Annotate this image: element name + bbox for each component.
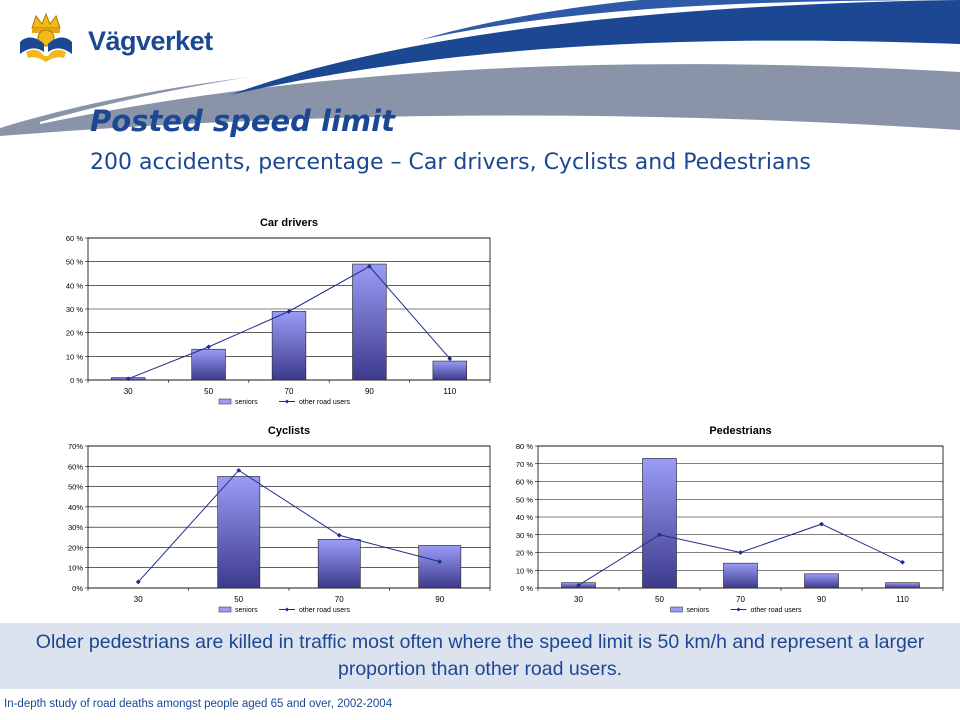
point-other-road-users: [738, 550, 743, 555]
legend-marker-other: [285, 607, 289, 612]
x-tick-label: 30: [574, 595, 583, 604]
point-other-road-users: [125, 376, 131, 382]
legend-label-seniors: seniors: [235, 607, 258, 614]
point-other-road-users: [236, 467, 242, 473]
y-tick-label: 60%: [68, 462, 83, 471]
y-tick-label: 60 %: [66, 234, 83, 243]
point-other-road-users: [206, 344, 211, 350]
x-tick-label: 30: [134, 595, 143, 604]
x-tick-label: 90: [365, 387, 374, 396]
legend-label-other: other road users: [299, 607, 350, 614]
y-tick-label: 0 %: [520, 584, 533, 593]
y-tick-label: 40 %: [66, 281, 83, 290]
bar-seniors: [885, 582, 920, 589]
y-tick-label: 20 %: [516, 549, 533, 558]
point-other-road-users: [437, 559, 443, 565]
bar-seniors: [432, 360, 467, 381]
banner-swoosh-blue: [230, 0, 960, 95]
y-tick-label: 20%: [68, 543, 83, 552]
x-tick-label: 50: [234, 595, 243, 604]
point-other-road-users: [336, 532, 342, 538]
point-other-road-users: [367, 264, 372, 269]
y-tick-label: 0%: [72, 584, 83, 593]
y-tick-label: 70%: [68, 442, 83, 451]
x-tick-label: 70: [285, 387, 294, 396]
page-subtitle: 200 accidents, percentage – Car drivers,…: [90, 150, 811, 175]
legend-label-seniors: seniors: [235, 399, 258, 406]
y-tick-label: 30 %: [516, 531, 533, 540]
x-tick-label: 90: [435, 595, 444, 604]
y-tick-label: 20 %: [66, 329, 83, 338]
x-tick-label: 110: [896, 595, 909, 604]
legend-label-seniors: seniors: [687, 607, 710, 614]
bar-seniors: [217, 476, 261, 589]
callout-box: Older pedestrians are killed in traffic …: [0, 623, 960, 689]
y-tick-label: 40%: [68, 503, 83, 512]
legend-marker-other: [736, 607, 741, 612]
bar-seniors: [642, 458, 677, 589]
bar-seniors: [317, 539, 361, 589]
car-drivers-chart: Car drivers 0 % 10 % 20 % 30 % 40 % 50 % 60 % 30…: [66, 217, 491, 406]
legend-label-other: other road users: [751, 607, 802, 614]
legend-label-other: other road users: [299, 399, 350, 406]
point-other-road-users: [135, 579, 141, 585]
x-tick-label: 90: [817, 595, 826, 604]
x-tick-label: 70: [335, 595, 344, 604]
callout-text: Older pedestrians are killed in traffic …: [35, 631, 925, 680]
y-tick-label: 80 %: [516, 442, 533, 451]
y-tick-label: 50%: [68, 483, 83, 492]
banner-swoosh-white: [40, 41, 960, 124]
legend-marker-other: [285, 399, 289, 404]
banner-swoosh-blue-top: [420, 0, 960, 40]
chart-title: Car drivers: [260, 217, 318, 229]
y-tick-label: 30 %: [66, 305, 83, 314]
y-tick-label: 50 %: [66, 258, 83, 267]
banner-swoosh-gray: [0, 56, 960, 136]
y-tick-label: 10 %: [516, 566, 533, 575]
bar-seniors: [723, 562, 758, 589]
footer-source: In-depth study of road deaths amongst pe…: [4, 698, 393, 710]
y-tick-label: 10 %: [66, 352, 83, 361]
bar-seniors: [352, 263, 387, 381]
pedestrians-chart: Pedestrians 0 % 10 % 20 % 30 % 40 % 50 % 60 % 70…: [516, 425, 944, 614]
legend-swatch-seniors: [670, 606, 683, 613]
point-other-road-users: [900, 559, 905, 565]
bar-seniors: [418, 545, 462, 589]
x-tick-label: 30: [124, 387, 133, 396]
y-tick-label: 30%: [68, 523, 83, 532]
point-other-road-users: [819, 521, 824, 527]
y-tick-label: 10%: [68, 564, 83, 573]
page-title: Posted speed limit: [90, 104, 395, 138]
point-other-road-users: [447, 356, 453, 362]
point-other-road-users: [657, 532, 662, 538]
crown-emblem-icon: [20, 12, 72, 62]
legend-swatch-seniors: [218, 606, 232, 613]
point-other-road-users: [286, 308, 292, 314]
y-tick-label: 0 %: [70, 376, 83, 385]
chart-title: Pedestrians: [709, 425, 771, 437]
y-tick-label: 40 %: [516, 513, 533, 522]
bar-seniors: [271, 311, 307, 381]
legend-swatch-seniors: [218, 398, 232, 405]
y-tick-label: 60 %: [516, 478, 533, 487]
x-tick-label: 50: [655, 595, 664, 604]
bar-seniors: [191, 348, 226, 381]
x-tick-label: 110: [443, 387, 456, 396]
logo-text: Vägverket: [88, 26, 213, 56]
y-tick-label: 70 %: [516, 460, 533, 469]
y-tick-label: 50 %: [516, 495, 533, 504]
header-banner: [0, 0, 960, 136]
point-other-road-users: [576, 582, 581, 588]
chart-title: Cyclists: [268, 425, 310, 437]
x-tick-label: 50: [204, 387, 213, 396]
line-other-road-users: [137, 469, 440, 583]
x-tick-label: 70: [736, 595, 745, 604]
cyclists-chart: Cyclists 0% 10% 20% 30% 40% 50% 60% 70% 30 50 70 90 s…: [68, 425, 491, 614]
vagverket-logo: Vägverket: [18, 8, 228, 64]
bar-seniors: [804, 573, 839, 589]
